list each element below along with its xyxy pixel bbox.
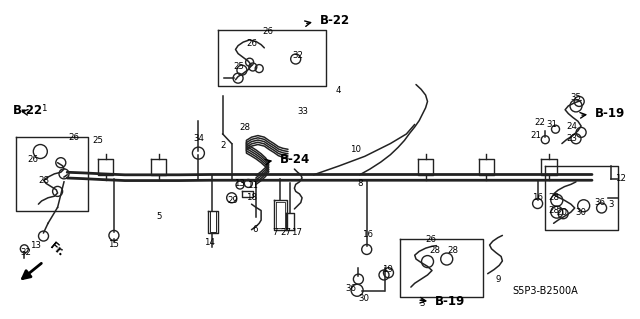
Text: 3: 3	[609, 200, 614, 209]
Text: 28: 28	[429, 246, 441, 255]
Text: 23: 23	[566, 134, 577, 143]
Text: 32: 32	[20, 249, 31, 257]
Text: 10: 10	[349, 145, 361, 154]
Text: 12: 12	[615, 174, 627, 183]
Text: 27: 27	[280, 228, 292, 237]
Text: S5P3-B2500A: S5P3-B2500A	[512, 286, 578, 296]
Text: 36: 36	[595, 198, 606, 207]
Text: 13: 13	[234, 179, 246, 188]
Text: 17: 17	[291, 228, 302, 237]
Text: 1: 1	[41, 104, 46, 113]
Text: 16: 16	[532, 193, 543, 202]
Text: 28: 28	[548, 206, 559, 215]
Text: 15: 15	[108, 240, 120, 249]
Text: 18: 18	[246, 193, 257, 202]
Text: 7: 7	[273, 228, 278, 237]
Text: 28: 28	[548, 193, 559, 202]
Text: 22: 22	[534, 118, 545, 127]
Text: B-22: B-22	[13, 104, 43, 116]
Text: 11: 11	[247, 181, 259, 189]
Text: 8: 8	[358, 179, 363, 188]
Text: 9: 9	[495, 275, 500, 284]
Text: B-19: B-19	[435, 295, 465, 308]
Text: 19: 19	[382, 265, 392, 274]
Text: 24: 24	[566, 122, 577, 131]
Text: B-19: B-19	[595, 107, 625, 120]
Text: 30: 30	[358, 294, 369, 303]
Text: 28: 28	[38, 176, 49, 185]
Text: 16: 16	[362, 230, 374, 239]
Text: 32: 32	[292, 51, 303, 60]
Text: 20: 20	[556, 208, 568, 217]
Text: 35: 35	[570, 93, 582, 102]
Text: 4: 4	[335, 86, 340, 95]
Text: 29: 29	[227, 197, 237, 205]
Text: B-24: B-24	[280, 153, 310, 166]
Text: 36: 36	[345, 284, 356, 293]
Text: 25: 25	[233, 63, 244, 71]
Text: 2: 2	[220, 141, 225, 150]
Text: 26: 26	[28, 155, 39, 164]
Text: 3: 3	[420, 299, 425, 308]
Text: 5: 5	[156, 212, 161, 221]
Text: 26: 26	[262, 27, 273, 36]
Text: B-22: B-22	[320, 14, 350, 27]
Text: 26: 26	[68, 133, 79, 142]
Text: 6: 6	[252, 225, 257, 234]
Text: 30: 30	[575, 208, 587, 217]
Text: 28: 28	[447, 246, 459, 255]
Text: 34: 34	[193, 134, 204, 143]
Text: 13: 13	[29, 241, 41, 250]
Text: 25: 25	[92, 136, 104, 145]
Text: 26: 26	[425, 235, 436, 244]
Text: 28: 28	[239, 123, 251, 132]
Text: 33: 33	[297, 107, 308, 116]
Text: 21: 21	[531, 131, 542, 140]
Text: Fr.: Fr.	[48, 241, 66, 258]
Text: 14: 14	[204, 238, 216, 247]
Text: 31: 31	[546, 120, 557, 129]
Text: 26: 26	[246, 39, 257, 48]
